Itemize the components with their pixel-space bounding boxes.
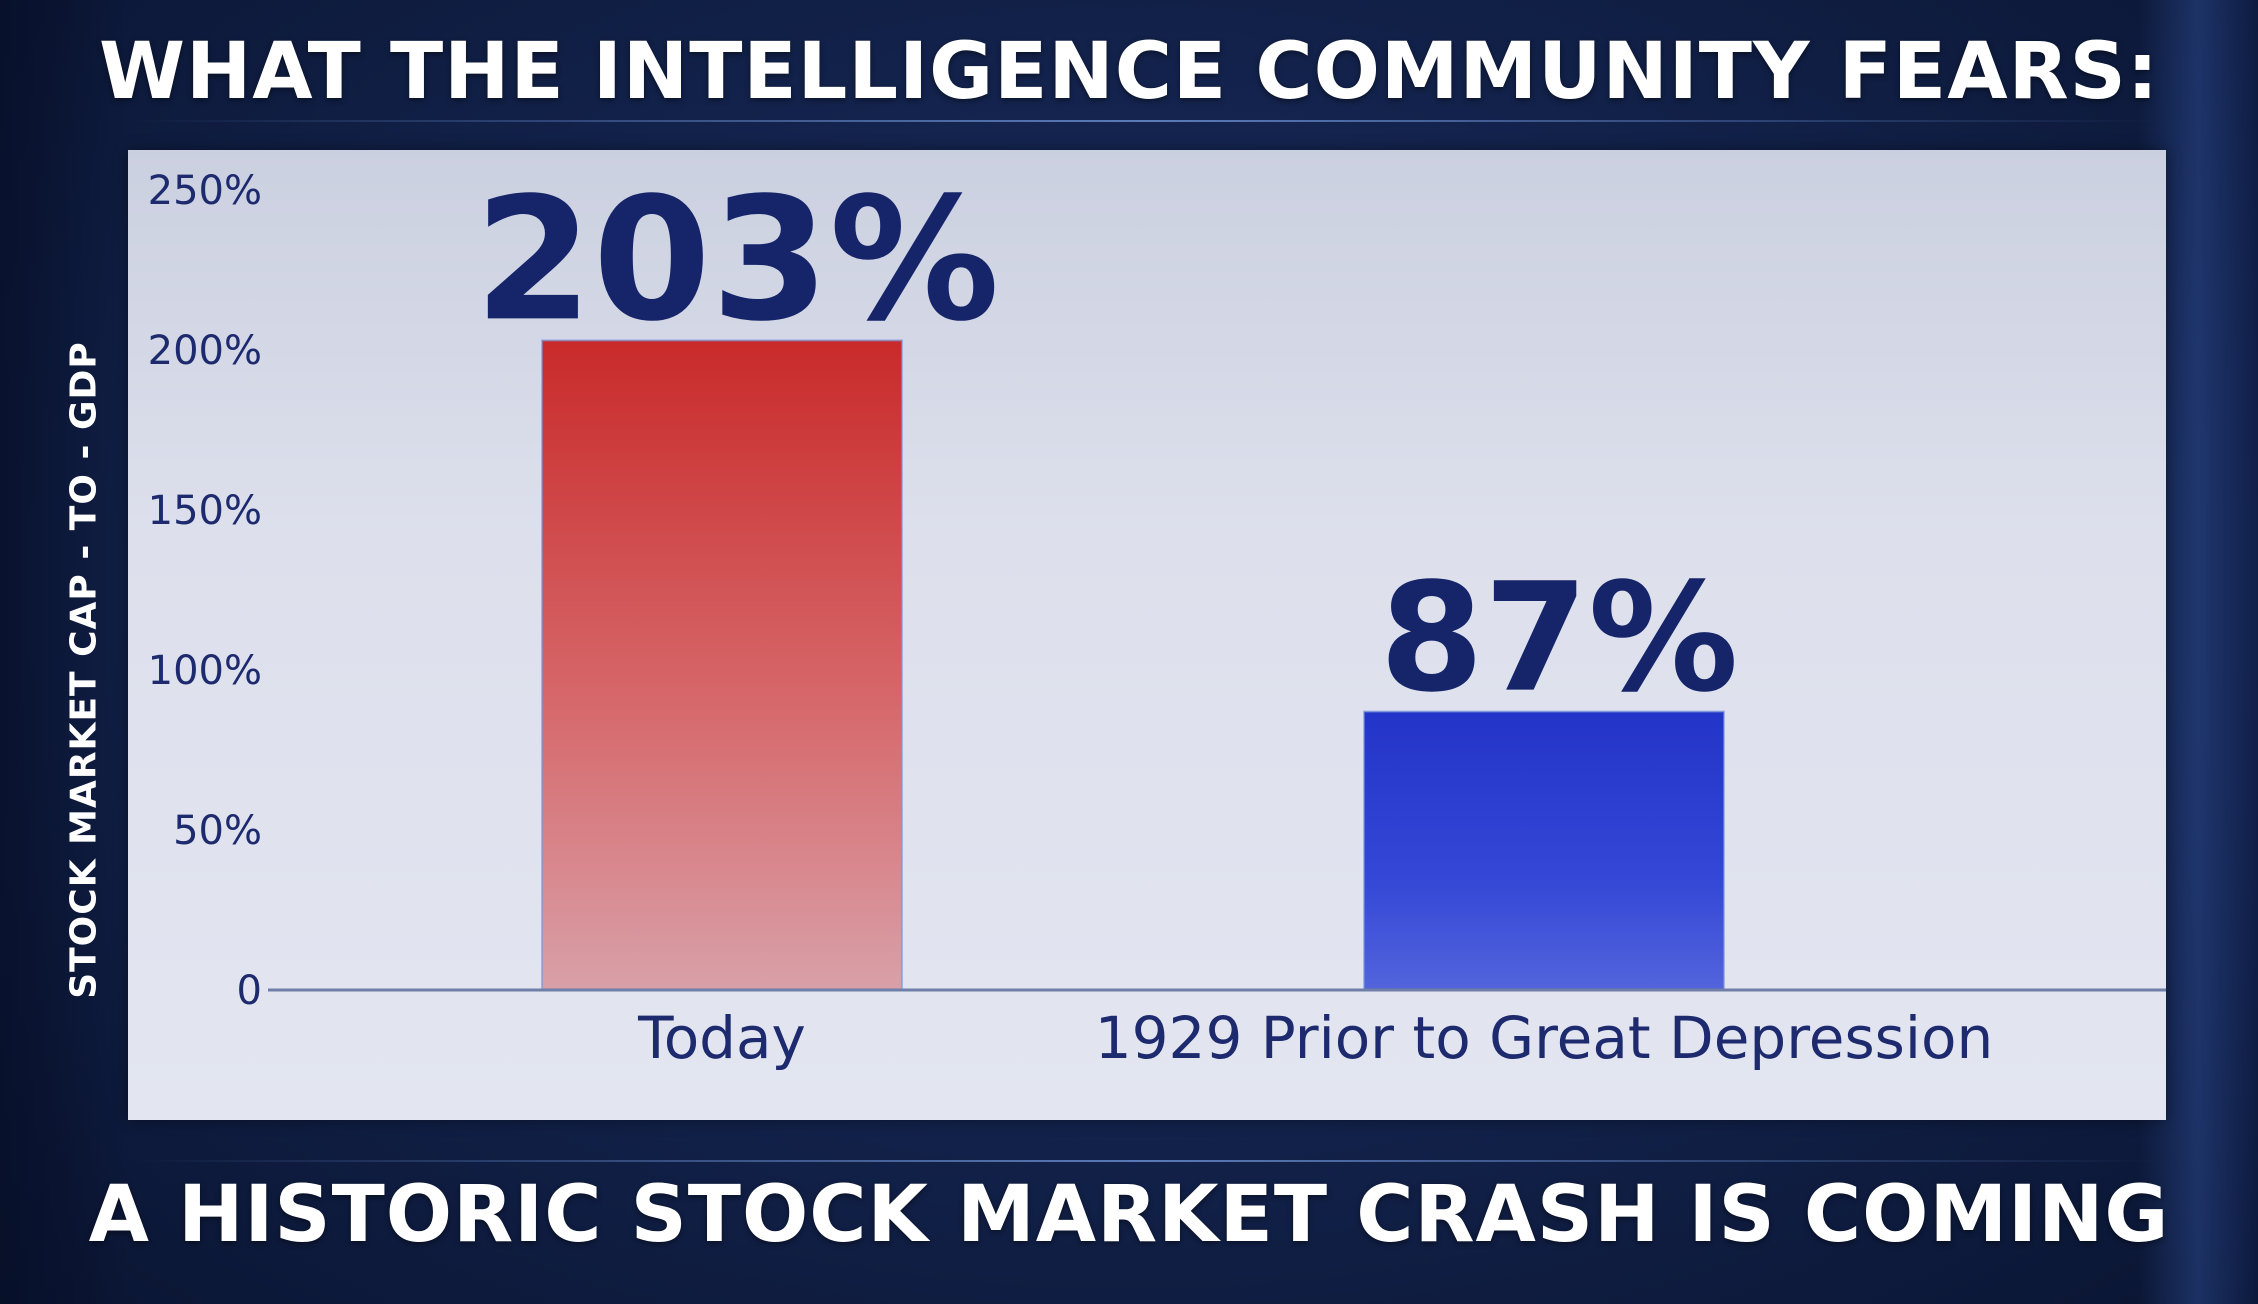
- bar-value-label: 203%: [474, 161, 999, 359]
- background-left-shade: [0, 0, 130, 1304]
- chart-panel: [128, 150, 2166, 1120]
- bar-1: [541, 339, 903, 991]
- headline-top: WHAT THE INTELLIGENCE COMMUNITY FEARS:: [98, 27, 2160, 117]
- y-tick-label: 50%: [173, 808, 262, 854]
- divider-top: [130, 120, 2160, 122]
- y-tick-label: 250%: [148, 168, 262, 214]
- y-tick-label: 150%: [148, 488, 262, 534]
- bar-2: [1363, 710, 1725, 991]
- bar-value-label: 87%: [1379, 552, 1738, 726]
- y-tick-label: 200%: [148, 328, 262, 374]
- headline-bottom: A HISTORIC STOCK MARKET CRASH IS COMING: [88, 1170, 2170, 1260]
- bars-group: 203% Today 87% 1929 Prior to Great Depressi…: [474, 161, 1993, 1072]
- y-tick-label: 100%: [148, 648, 262, 694]
- y-tick-label: 0: [237, 968, 262, 1014]
- divider-bottom: [130, 1160, 2160, 1162]
- category-label: 1929 Prior to Great Depression: [1095, 1004, 1994, 1072]
- y-axis-ticks: 0 50% 100% 150% 200% 250%: [148, 168, 262, 1014]
- category-label: Today: [637, 1004, 806, 1072]
